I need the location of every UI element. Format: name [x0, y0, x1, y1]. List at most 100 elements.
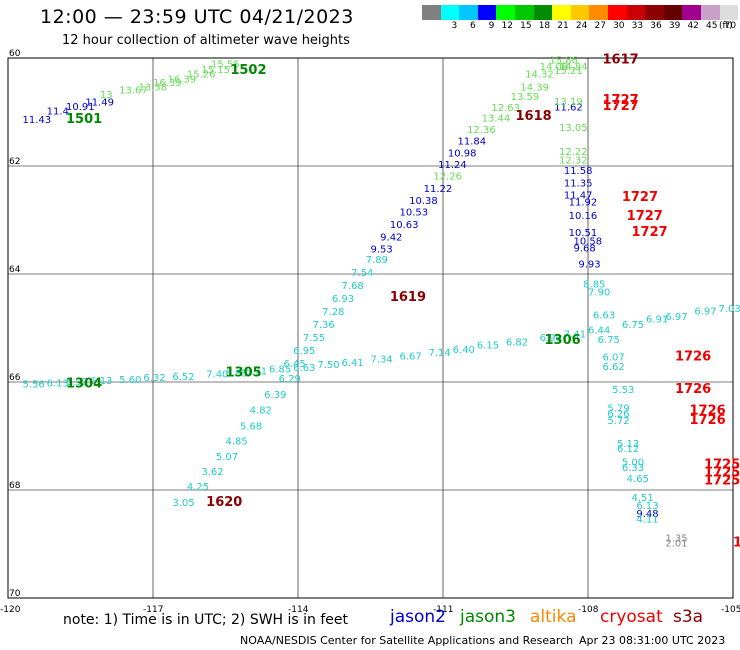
pass-time-label: 1617	[603, 52, 639, 67]
wave-height-value: 6.97	[694, 307, 716, 318]
wave-height-value: 6.85	[269, 364, 291, 375]
wave-height-value: 13.44	[482, 114, 511, 125]
scale-swatch	[440, 5, 460, 20]
pass-time-label: 1726	[675, 382, 711, 397]
pass-time-label: 1727	[603, 93, 639, 108]
wave-height-value: 10.51	[569, 228, 598, 239]
pass-time-label: 1725	[704, 457, 740, 472]
wave-height-value: 7.68	[342, 281, 364, 292]
wave-height-value: 6.13	[636, 501, 658, 512]
wave-height-value: 2.01	[665, 539, 687, 550]
lon-label: -117	[143, 605, 163, 615]
wave-height-value: 4.85	[226, 437, 248, 448]
wave-height-value: 8.85	[583, 280, 605, 291]
scale-swatch	[496, 5, 515, 20]
wave-height-value: 14.08	[540, 62, 569, 73]
wave-height-value: 6.26	[607, 409, 629, 420]
lon-label: -120	[0, 605, 21, 615]
wave-height-value: 5.56	[23, 379, 45, 390]
wave-height-value: 1.35	[665, 533, 687, 544]
wave-height-value: 6.40	[453, 345, 475, 356]
wave-height-value: 13.05	[559, 123, 588, 134]
pass-time-label: 1725	[733, 536, 740, 551]
wave-height-value: 12.22	[559, 147, 588, 158]
wave-height-value: 4.51	[632, 493, 654, 504]
wave-height-value: 6.45	[284, 359, 306, 370]
scale-swatch	[663, 5, 683, 20]
wave-height-value: 9.42	[380, 233, 402, 244]
wave-height-value: 15.26	[187, 69, 216, 80]
wave-height-value: 13.67	[119, 86, 148, 97]
wave-height-value: 6.29	[279, 374, 301, 385]
scale-swatch	[459, 5, 478, 20]
wave-height-value: 10.58	[574, 236, 603, 247]
wave-height-value: 7.54	[351, 268, 373, 279]
wave-height-value: 3.62	[201, 467, 223, 478]
credit-line: NOAA/NESDIS Center for Satellite Applica…	[240, 634, 574, 647]
pass-time-label: 1726	[690, 413, 726, 428]
wave-height-value: 6.15	[477, 341, 499, 352]
pass-time-label: 1727	[627, 209, 663, 224]
wave-height-value: 6.97	[665, 312, 687, 323]
pass-time-label: 1304	[66, 376, 102, 391]
scale-label: 30	[613, 21, 625, 31]
wave-height-value: 15.86	[549, 55, 578, 66]
scale-label: 36	[650, 21, 662, 31]
wave-height-value: 13.59	[511, 92, 540, 103]
wave-height-value: 7.28	[322, 307, 344, 318]
wave-height-value: 6.75	[598, 335, 620, 346]
pass-time-label: 1725	[704, 466, 740, 481]
scale-swatch	[700, 5, 720, 20]
pass-time-label: 1305	[226, 366, 262, 381]
wave-height-value: 7.03	[719, 304, 740, 315]
wave-height-value: 7.40	[206, 370, 228, 381]
wave-height-value: 13.19	[554, 97, 583, 108]
wave-height-value: 7.50	[317, 360, 339, 371]
wave-height-value: 6.12	[617, 444, 639, 455]
wave-height-value: 6.39	[264, 390, 286, 401]
wave-height-value: 6.95	[293, 346, 315, 357]
scale-label: 70	[724, 21, 737, 31]
wave-height-value: 7.14	[429, 348, 451, 359]
wave-height-value: 13	[100, 90, 113, 101]
wave-height-value: 5.79	[607, 404, 629, 415]
scale-label: 42	[687, 21, 699, 31]
wave-height-value: 10.16	[569, 211, 598, 222]
pass-time-label: 1725	[704, 474, 740, 489]
lat-label: 60	[9, 49, 21, 59]
scale-swatch	[682, 5, 701, 20]
wave-height-value: 6.41	[342, 358, 364, 369]
wave-height-value: 14.39	[520, 82, 549, 93]
scale-swatch	[570, 5, 590, 20]
wave-height-value: 5.07	[216, 452, 238, 463]
scale-label: 24	[575, 21, 588, 31]
scale-label: 39	[668, 21, 681, 31]
map-subtitle: 12 hour collection of altimeter wave hei…	[62, 33, 350, 48]
wave-height-value: 5.00	[622, 458, 644, 469]
credit-date: Apr 23 08:31:00 UTC 2023	[579, 634, 726, 647]
wave-height-value: 3.05	[172, 498, 194, 509]
scale-swatch	[533, 5, 553, 20]
wave-height-value: 11.24	[438, 160, 467, 171]
wave-height-value: 15.55	[211, 60, 240, 71]
wave-height-value: 6.62	[603, 362, 625, 373]
pass-time-label: 1502	[230, 63, 266, 78]
wave-height-value: 7.90	[588, 288, 610, 299]
legend-s3a: s3a	[673, 607, 704, 627]
wave-height-value: 6.63	[293, 363, 315, 374]
pass-time-label: 1726	[675, 349, 711, 364]
wave-height-value: 7.55	[303, 333, 325, 344]
wave-height-value: 6.71	[245, 366, 267, 377]
pass-time-label: 1620	[206, 495, 242, 510]
legend-jason2: jason2	[390, 607, 446, 627]
wave-height-value: 6.13	[90, 376, 112, 387]
wave-height-value: 9.48	[636, 509, 658, 520]
lon-label: -114	[288, 605, 309, 615]
wave-height-value: 5.68	[240, 422, 262, 433]
map-frame	[7, 57, 734, 599]
wave-height-value: 7.36	[313, 320, 335, 331]
wave-height-value: 6.82	[506, 337, 528, 348]
wave-height-value: 5.13	[617, 439, 639, 450]
wave-height-value: 11.4	[47, 107, 69, 118]
